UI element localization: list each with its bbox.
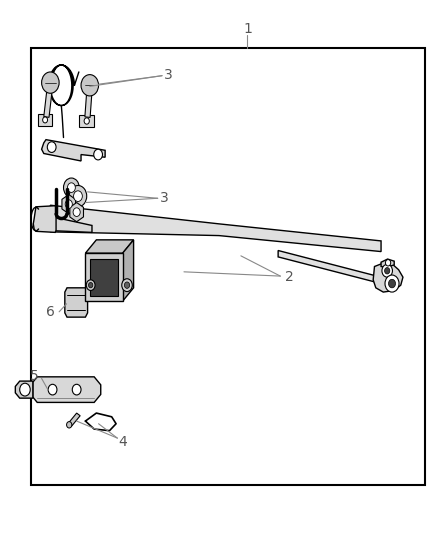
- Polygon shape: [33, 377, 101, 402]
- Circle shape: [74, 191, 82, 201]
- Circle shape: [84, 118, 89, 124]
- Polygon shape: [85, 253, 123, 301]
- Circle shape: [81, 75, 99, 96]
- Text: 3: 3: [164, 68, 173, 82]
- Polygon shape: [33, 206, 56, 232]
- Circle shape: [382, 264, 392, 277]
- Polygon shape: [123, 240, 134, 301]
- Polygon shape: [15, 381, 33, 398]
- Circle shape: [20, 383, 30, 396]
- Circle shape: [72, 384, 81, 395]
- Polygon shape: [79, 115, 94, 127]
- Text: 6: 6: [46, 305, 55, 319]
- Circle shape: [122, 279, 132, 292]
- Circle shape: [64, 178, 79, 197]
- Circle shape: [124, 282, 130, 288]
- Polygon shape: [85, 85, 92, 117]
- Circle shape: [65, 200, 72, 208]
- Circle shape: [67, 422, 72, 428]
- Circle shape: [385, 268, 390, 274]
- Circle shape: [385, 260, 391, 266]
- Circle shape: [42, 72, 59, 93]
- Text: 5: 5: [30, 369, 39, 383]
- Polygon shape: [62, 195, 76, 214]
- Polygon shape: [85, 240, 134, 253]
- Polygon shape: [68, 413, 80, 426]
- Circle shape: [48, 384, 57, 395]
- Circle shape: [42, 117, 48, 123]
- Polygon shape: [373, 262, 403, 292]
- Polygon shape: [36, 207, 55, 231]
- Circle shape: [88, 282, 93, 288]
- Circle shape: [47, 142, 56, 152]
- Polygon shape: [38, 114, 52, 126]
- Text: 3: 3: [160, 191, 169, 205]
- Circle shape: [69, 185, 87, 207]
- Polygon shape: [381, 259, 394, 268]
- Polygon shape: [50, 205, 381, 252]
- Polygon shape: [90, 259, 118, 296]
- Circle shape: [73, 208, 80, 216]
- Polygon shape: [55, 217, 92, 232]
- Circle shape: [389, 279, 396, 288]
- Bar: [31, 48, 425, 485]
- Circle shape: [67, 183, 75, 192]
- Text: 2: 2: [285, 270, 293, 284]
- Polygon shape: [44, 82, 53, 117]
- Polygon shape: [42, 140, 105, 161]
- Circle shape: [86, 280, 95, 290]
- Text: 1: 1: [243, 22, 252, 36]
- Polygon shape: [278, 251, 381, 284]
- Circle shape: [385, 275, 399, 292]
- Polygon shape: [65, 288, 88, 317]
- Polygon shape: [36, 207, 55, 210]
- Polygon shape: [70, 203, 84, 222]
- Text: 4: 4: [118, 435, 127, 449]
- Circle shape: [94, 149, 102, 160]
